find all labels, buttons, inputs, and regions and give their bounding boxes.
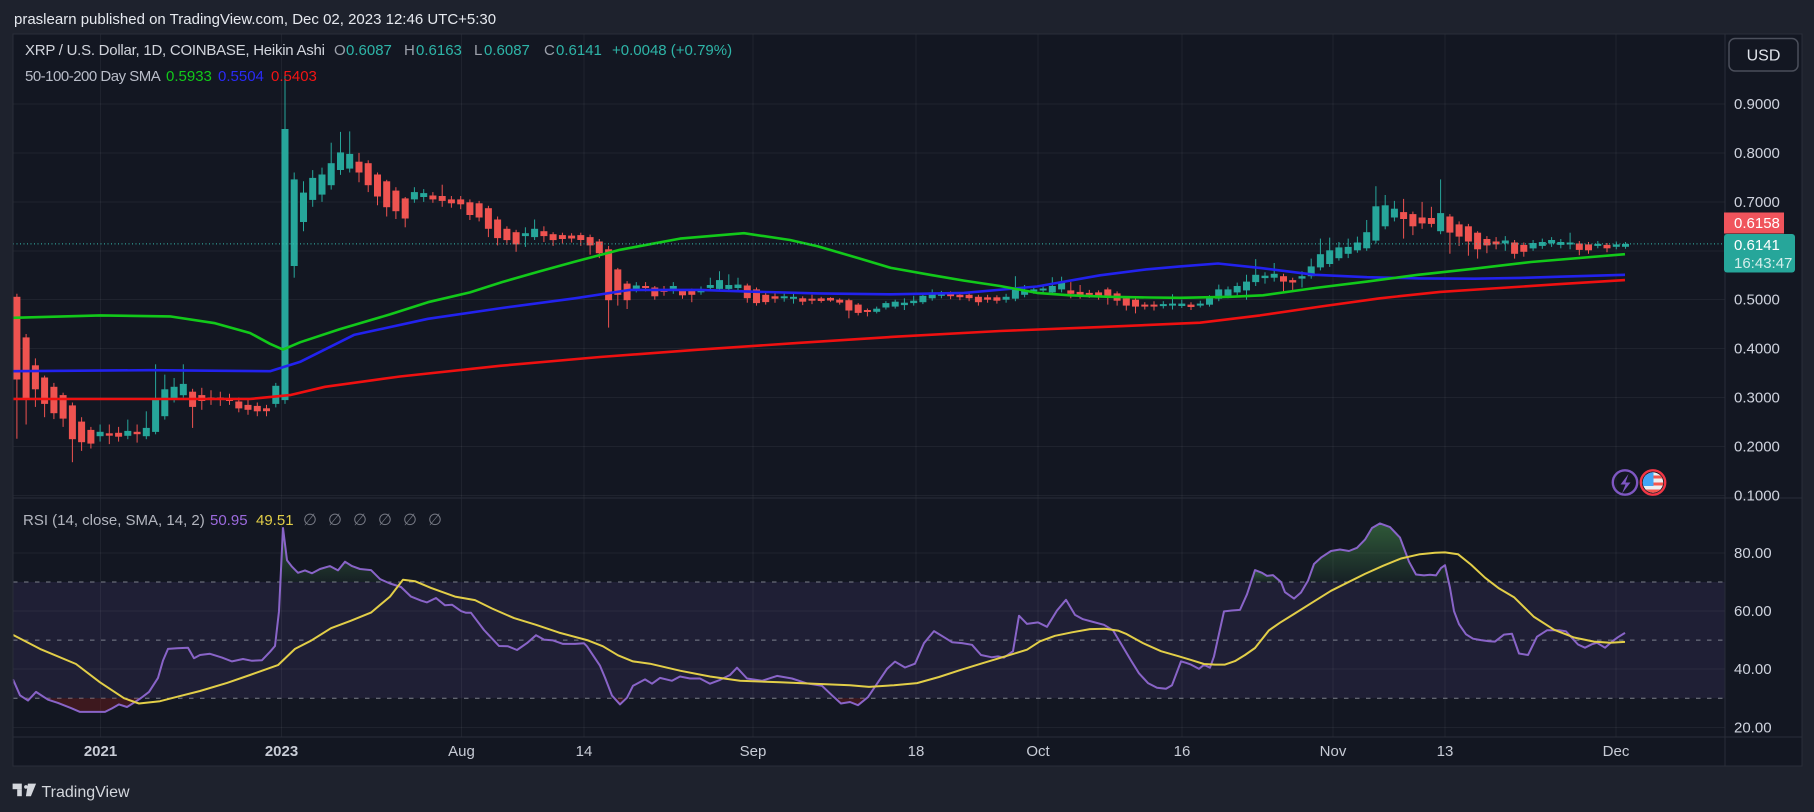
svg-text:USD: USD [1747,48,1781,65]
svg-text:2023: 2023 [265,743,298,760]
svg-text:0.5933: 0.5933 [166,68,212,85]
svg-text:16: 16 [1174,743,1191,760]
svg-text:50-100-200 Day SMA: 50-100-200 Day SMA [25,68,161,85]
svg-text:Sep: Sep [740,743,767,760]
svg-text:C: C [544,42,555,59]
svg-text:20.00: 20.00 [1734,719,1772,736]
svg-text:14: 14 [576,743,593,760]
svg-text:0.6087: 0.6087 [346,42,392,59]
svg-text:L: L [474,42,482,59]
svg-text:Dec: Dec [1603,743,1630,760]
svg-text:0.6163: 0.6163 [416,42,462,59]
svg-text:0.8000: 0.8000 [1734,145,1780,162]
svg-text:∅: ∅ [303,512,317,529]
svg-text:RSI (14, close, SMA, 14, 2): RSI (14, close, SMA, 14, 2) [23,512,205,529]
svg-text:+0.0048 (+0.79%): +0.0048 (+0.79%) [612,42,732,59]
svg-text:0.6158: 0.6158 [1734,215,1780,232]
svg-text:praslearn published on Trading: praslearn published on TradingView.com, … [14,11,496,28]
svg-text:0.4000: 0.4000 [1734,341,1780,358]
svg-text:2021: 2021 [84,743,117,760]
svg-text:∅: ∅ [428,512,442,529]
svg-text:O: O [334,42,346,59]
svg-text:18: 18 [908,743,925,760]
svg-text:0.3000: 0.3000 [1734,390,1780,407]
svg-text:Nov: Nov [1320,743,1347,760]
svg-text:0.2000: 0.2000 [1734,439,1780,456]
svg-text:∅: ∅ [353,512,367,529]
svg-text:50.95: 50.95 [210,512,248,529]
svg-text:0.1000: 0.1000 [1734,487,1780,504]
svg-text:0.7000: 0.7000 [1734,194,1780,211]
svg-text:Aug: Aug [448,743,475,760]
svg-text:60.00: 60.00 [1734,603,1772,620]
svg-text:XRP / U.S. Dollar, 1D, COINBAS: XRP / U.S. Dollar, 1D, COINBASE, Heikin … [25,42,325,59]
svg-text:∅: ∅ [378,512,392,529]
svg-text:H: H [404,42,415,59]
svg-text:∅: ∅ [328,512,342,529]
svg-text:16:43:47: 16:43:47 [1734,255,1792,272]
svg-text:0.6141: 0.6141 [556,42,602,59]
svg-text:0.5000: 0.5000 [1734,292,1780,309]
svg-text:40.00: 40.00 [1734,661,1772,678]
svg-text:0.5504: 0.5504 [218,68,264,85]
svg-text:49.51: 49.51 [256,512,294,529]
svg-text:TradingView: TradingView [42,784,130,801]
svg-text:80.00: 80.00 [1734,545,1772,562]
svg-text:∅: ∅ [403,512,417,529]
svg-text:0.9000: 0.9000 [1734,96,1780,113]
svg-text:13: 13 [1437,743,1454,760]
svg-text:Oct: Oct [1026,743,1050,760]
svg-text:0.5403: 0.5403 [271,68,317,85]
svg-text:0.6141: 0.6141 [1734,237,1780,254]
svg-text:0.6087: 0.6087 [484,42,530,59]
